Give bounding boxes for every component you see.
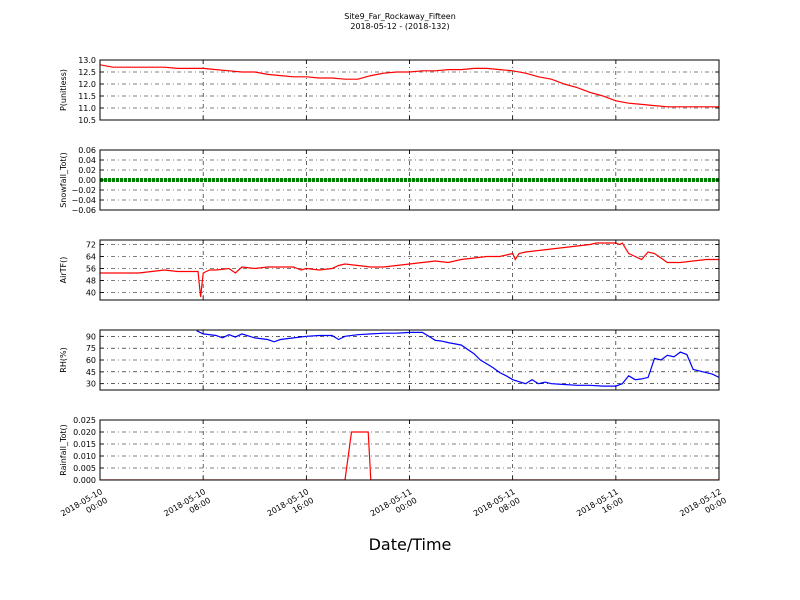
y-tick-label: −0.02 — [71, 186, 96, 195]
x-tick-label: 2018-05-1116:00 — [575, 487, 625, 527]
x-axis-label: Date/Time — [369, 535, 452, 554]
y-axis-label: Snowfall_Tot() — [59, 152, 68, 208]
y-tick-label: 75 — [86, 344, 96, 353]
y-tick-label: 45 — [86, 368, 96, 377]
series-line — [100, 431, 719, 480]
y-tick-label: 0.02 — [78, 166, 96, 175]
y-tick-label: 48 — [86, 277, 96, 286]
series-line — [100, 242, 719, 298]
y-tick-label: 0.00 — [78, 176, 96, 185]
y-tick-label: 64 — [86, 253, 96, 262]
x-axis-ticks: 2018-05-1000:00 2018-05-1008:00 2018-05-10… — [59, 487, 728, 527]
y-tick-label: 0.020 — [73, 428, 96, 437]
y-tick-label: 0.010 — [73, 452, 96, 461]
x-tick-label: 2018-05-1008:00 — [162, 487, 212, 527]
panel-2: 0.060.040.020.00−0.02−0.04−0.06Snowfall_… — [59, 146, 720, 215]
y-tick-label: 12.0 — [78, 80, 96, 89]
panel-1: 13.0 12.5 12.0 11.5 11.0 10.5 P(unitless) — [59, 56, 720, 125]
y-tick-label: 11.5 — [78, 92, 96, 101]
y-tick-label: −0.06 — [71, 206, 96, 215]
x-tick-label: 2018-05-1200:00 — [678, 487, 728, 527]
y-tick-label: 0.025 — [73, 416, 96, 425]
panel-5: 0.025 0.020 0.015 0.010 0.005 0.000 Rainfall_T… — [59, 416, 720, 485]
y-tick-label: 13.0 — [78, 56, 96, 65]
y-tick-label: −0.04 — [71, 196, 96, 205]
chart-title-line1: Site9_Far_Rockaway_Fifteen — [344, 12, 456, 21]
y-tick-label: 56 — [86, 265, 96, 274]
panel-4: 90 75 60 45 30 RH(%) — [59, 329, 720, 391]
y-axis-label: RH(%) — [59, 347, 68, 372]
chart-title-line2: 2018-05-12 - (2018-132) — [350, 22, 449, 31]
y-tick-label: 72 — [86, 241, 96, 250]
y-tick-label: 60 — [86, 356, 96, 365]
x-tick-label: 2018-05-1016:00 — [266, 487, 316, 527]
y-tick-label: 12.5 — [78, 68, 96, 77]
y-tick-label: 30 — [86, 380, 96, 389]
series-line — [100, 64, 719, 108]
series-line — [196, 330, 719, 387]
panels: 13.012.512.011.511.010.5P(unitless)0.060… — [59, 56, 720, 485]
x-tick-label: 2018-05-1000:00 — [59, 487, 109, 527]
y-tick-label: 0.005 — [73, 464, 96, 473]
y-tick-label: 40 — [86, 289, 96, 298]
x-tick-label: 2018-05-1108:00 — [472, 487, 522, 527]
y-axis-label: P(unitless) — [59, 69, 68, 111]
y-tick-label: 90 — [86, 332, 96, 341]
y-axis-label: AirTF() — [59, 257, 68, 284]
y-axis-label: Rainfall_Tot() — [59, 424, 68, 476]
y-tick-label: 0.000 — [73, 476, 96, 485]
x-tick-label: 2018-05-1100:00 — [369, 487, 419, 527]
panel-3: 72 64 56 48 40 AirTF() — [59, 239, 720, 301]
y-tick-label: 10.5 — [78, 116, 96, 125]
y-tick-label: 0.04 — [78, 156, 96, 165]
y-tick-label: 0.015 — [73, 440, 96, 449]
y-tick-label: 0.06 — [78, 146, 96, 155]
y-tick-label: 11.0 — [78, 104, 96, 113]
